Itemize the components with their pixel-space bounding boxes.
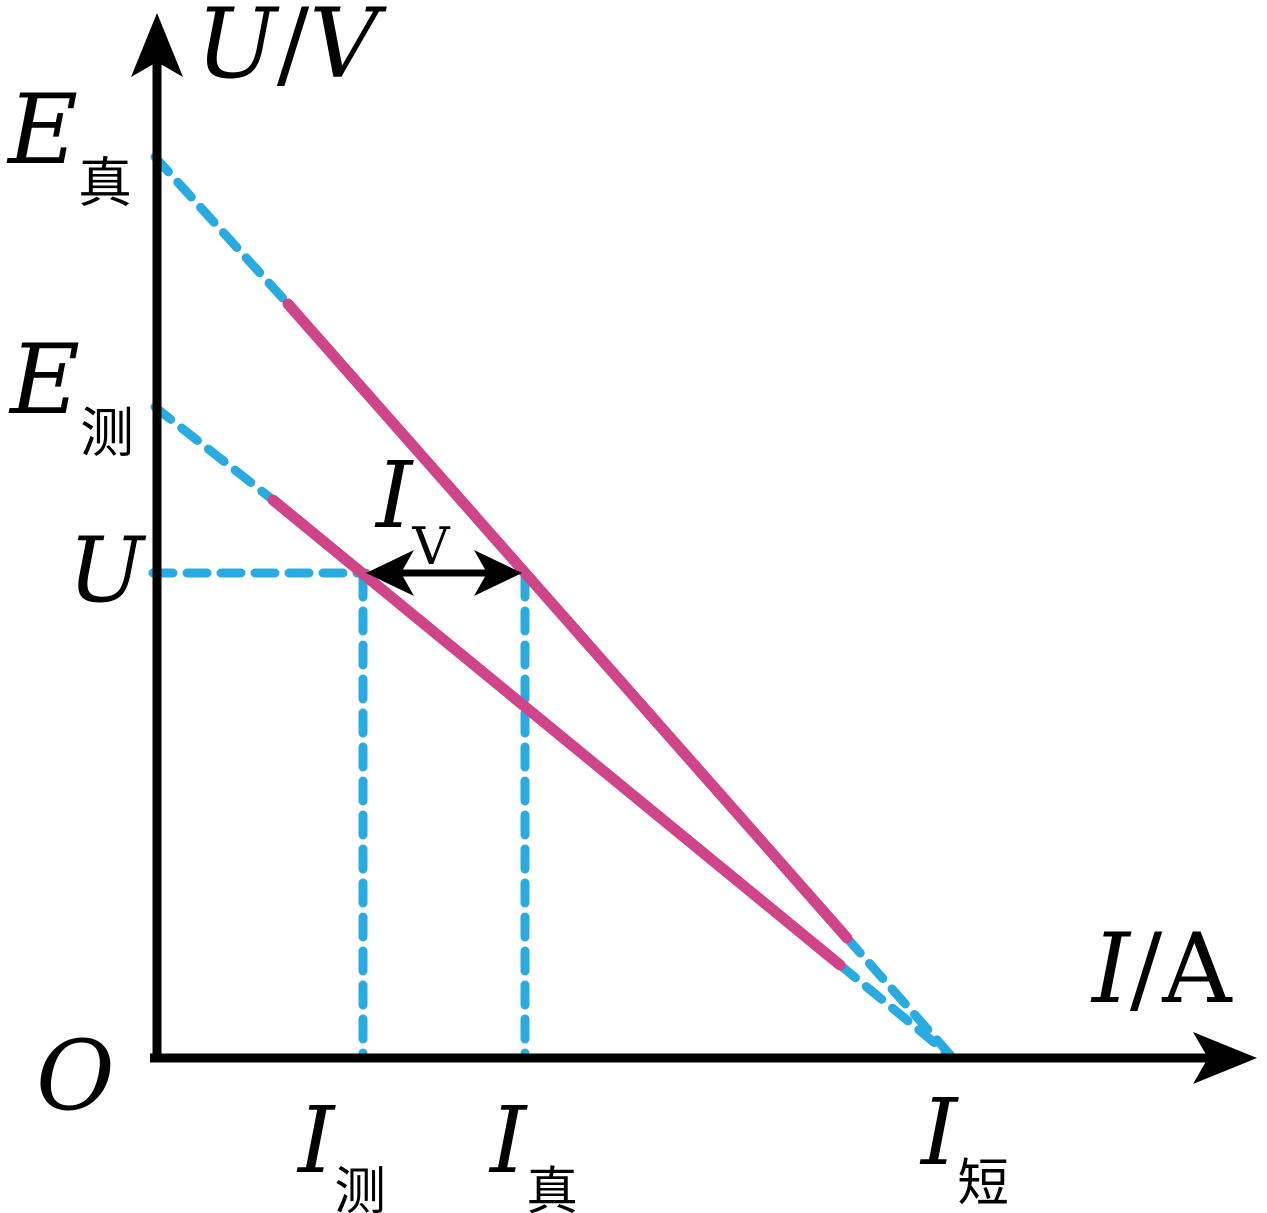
y-axis-arrowhead <box>131 13 183 77</box>
e-true-subscript: 真 <box>78 151 132 215</box>
y-axis-slash: / <box>276 0 310 100</box>
e-measured-subscript: 测 <box>80 401 134 465</box>
i-true-subscript: 真 <box>526 1162 578 1213</box>
y-axis-label: U/V <box>196 0 379 92</box>
true-emf-line-dashed-0 <box>150 152 293 309</box>
i-true-symbol: I <box>490 1087 527 1194</box>
i-true-label: I真 <box>490 1095 578 1213</box>
e-true-label: E真 <box>8 82 132 210</box>
u-label: U <box>68 526 144 616</box>
i-short-symbol: I <box>921 1079 958 1186</box>
x-axis-unit: A <box>1162 913 1232 1025</box>
x-axis-symbol: I <box>1092 913 1130 1025</box>
origin-label: O <box>36 1028 115 1124</box>
true-emf-line <box>282 298 853 944</box>
i-measured-subscript: 测 <box>334 1162 386 1213</box>
i-short-label: I短 <box>921 1087 1009 1210</box>
e-measured-symbol: E <box>10 324 81 436</box>
u-symbol: U <box>68 518 144 623</box>
e-measured-label: E测 <box>10 332 134 460</box>
iv-interval-arrow-left-arrowhead <box>366 550 414 596</box>
x-axis-arrowhead <box>1193 1032 1257 1084</box>
x-axis-label: I/A <box>1092 921 1232 1017</box>
y-axis-symbol: U <box>196 0 277 100</box>
e-true-symbol: E <box>8 74 79 186</box>
y-axis-unit: V <box>309 0 379 100</box>
measured-emf-line-dashed-0 <box>150 402 278 505</box>
i-short-subscript: 短 <box>957 1154 1009 1213</box>
voltmeter-current-symbol: I <box>376 442 413 549</box>
voltmeter-current-label: IV <box>376 450 450 573</box>
origin-symbol: O <box>36 1020 115 1132</box>
i-measured-label: I测 <box>298 1095 386 1213</box>
voltmeter-current-subscript: V <box>412 517 450 578</box>
i-measured-symbol: I <box>298 1087 335 1194</box>
measured-emf-line-dashed-1 <box>835 960 958 1063</box>
iv-interval-arrow-right-arrowhead <box>474 550 522 596</box>
x-axis-slash: / <box>1129 913 1163 1025</box>
measured-emf-line <box>267 494 846 971</box>
